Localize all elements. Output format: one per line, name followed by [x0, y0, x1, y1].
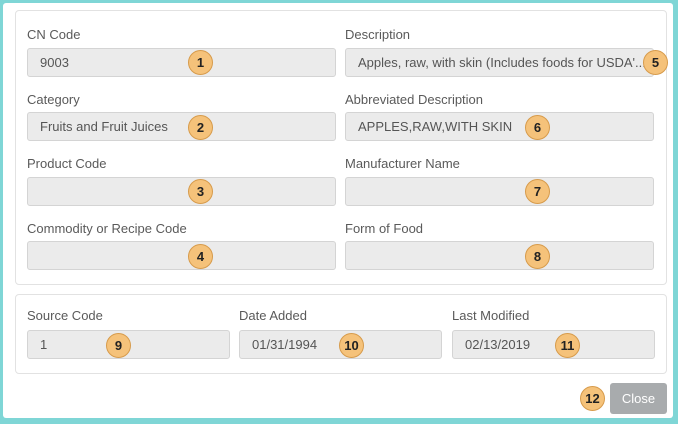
abbrev-description-field[interactable]: APPLES,RAW,WITH SKIN [345, 112, 654, 141]
callout-badge: 7 [525, 179, 550, 204]
callout-badge: 3 [188, 179, 213, 204]
description-label: Description [345, 27, 411, 42]
last-modified-label: Last Modified [452, 308, 530, 323]
product-code-label: Product Code [27, 156, 107, 171]
last-modified-field[interactable]: 02/13/2019 [452, 330, 655, 359]
source-code-label: Source Code [27, 308, 103, 323]
cn-code-label: CN Code [27, 27, 81, 42]
callout-badge: 8 [525, 244, 550, 269]
callout-badge: 9 [106, 333, 131, 358]
commodity-code-label: Commodity or Recipe Code [27, 221, 187, 236]
food-details-dialog: CN Code 9003 Category Fruits and Fruit J… [3, 3, 673, 418]
callout-badge: 12 [580, 386, 605, 411]
abbrev-description-label: Abbreviated Description [345, 92, 484, 107]
callout-badge: 1 [188, 50, 213, 75]
form-of-food-field[interactable] [345, 241, 654, 270]
callout-badge: 2 [188, 115, 213, 140]
date-added-label: Date Added [239, 308, 307, 323]
form-of-food-label: Form of Food [345, 221, 424, 236]
callout-badge: 10 [339, 333, 364, 358]
product-code-field[interactable] [27, 177, 336, 206]
close-button[interactable]: Close [610, 383, 667, 414]
manufacturer-field[interactable] [345, 177, 654, 206]
callout-badge: 6 [525, 115, 550, 140]
cn-code-field[interactable]: 9003 [27, 48, 336, 77]
description-field[interactable]: Apples, raw, with skin (Includes foods f… [345, 48, 654, 77]
category-field[interactable]: Fruits and Fruit Juices [27, 112, 336, 141]
callout-badge: 5 [643, 50, 668, 75]
category-label: Category [27, 92, 80, 107]
commodity-code-field[interactable] [27, 241, 336, 270]
callout-badge: 11 [555, 333, 580, 358]
manufacturer-label: Manufacturer Name [345, 156, 460, 171]
callout-badge: 4 [188, 244, 213, 269]
